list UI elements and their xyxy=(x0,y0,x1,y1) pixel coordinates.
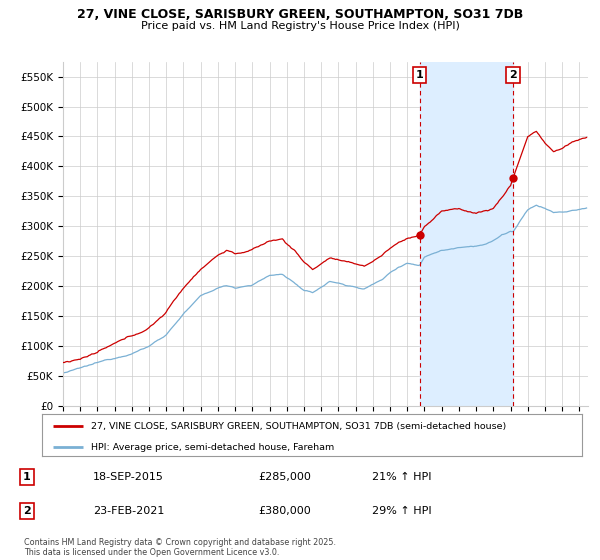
Text: Price paid vs. HM Land Registry's House Price Index (HPI): Price paid vs. HM Land Registry's House … xyxy=(140,21,460,31)
Text: 1: 1 xyxy=(23,472,31,482)
Text: Contains HM Land Registry data © Crown copyright and database right 2025.
This d: Contains HM Land Registry data © Crown c… xyxy=(24,538,336,557)
Text: 27, VINE CLOSE, SARISBURY GREEN, SOUTHAMPTON, SO31 7DB (semi-detached house): 27, VINE CLOSE, SARISBURY GREEN, SOUTHAM… xyxy=(91,422,506,431)
Text: 2: 2 xyxy=(23,506,31,516)
Text: £285,000: £285,000 xyxy=(258,472,311,482)
Text: 1: 1 xyxy=(416,70,424,80)
Text: 23-FEB-2021: 23-FEB-2021 xyxy=(93,506,164,516)
Text: 29% ↑ HPI: 29% ↑ HPI xyxy=(372,506,431,516)
Text: £380,000: £380,000 xyxy=(258,506,311,516)
Text: 2: 2 xyxy=(509,70,517,80)
Text: HPI: Average price, semi-detached house, Fareham: HPI: Average price, semi-detached house,… xyxy=(91,442,334,452)
Text: 27, VINE CLOSE, SARISBURY GREEN, SOUTHAMPTON, SO31 7DB: 27, VINE CLOSE, SARISBURY GREEN, SOUTHAM… xyxy=(77,8,523,21)
Text: 18-SEP-2015: 18-SEP-2015 xyxy=(93,472,164,482)
Text: 21% ↑ HPI: 21% ↑ HPI xyxy=(372,472,431,482)
Bar xyxy=(419,62,513,406)
